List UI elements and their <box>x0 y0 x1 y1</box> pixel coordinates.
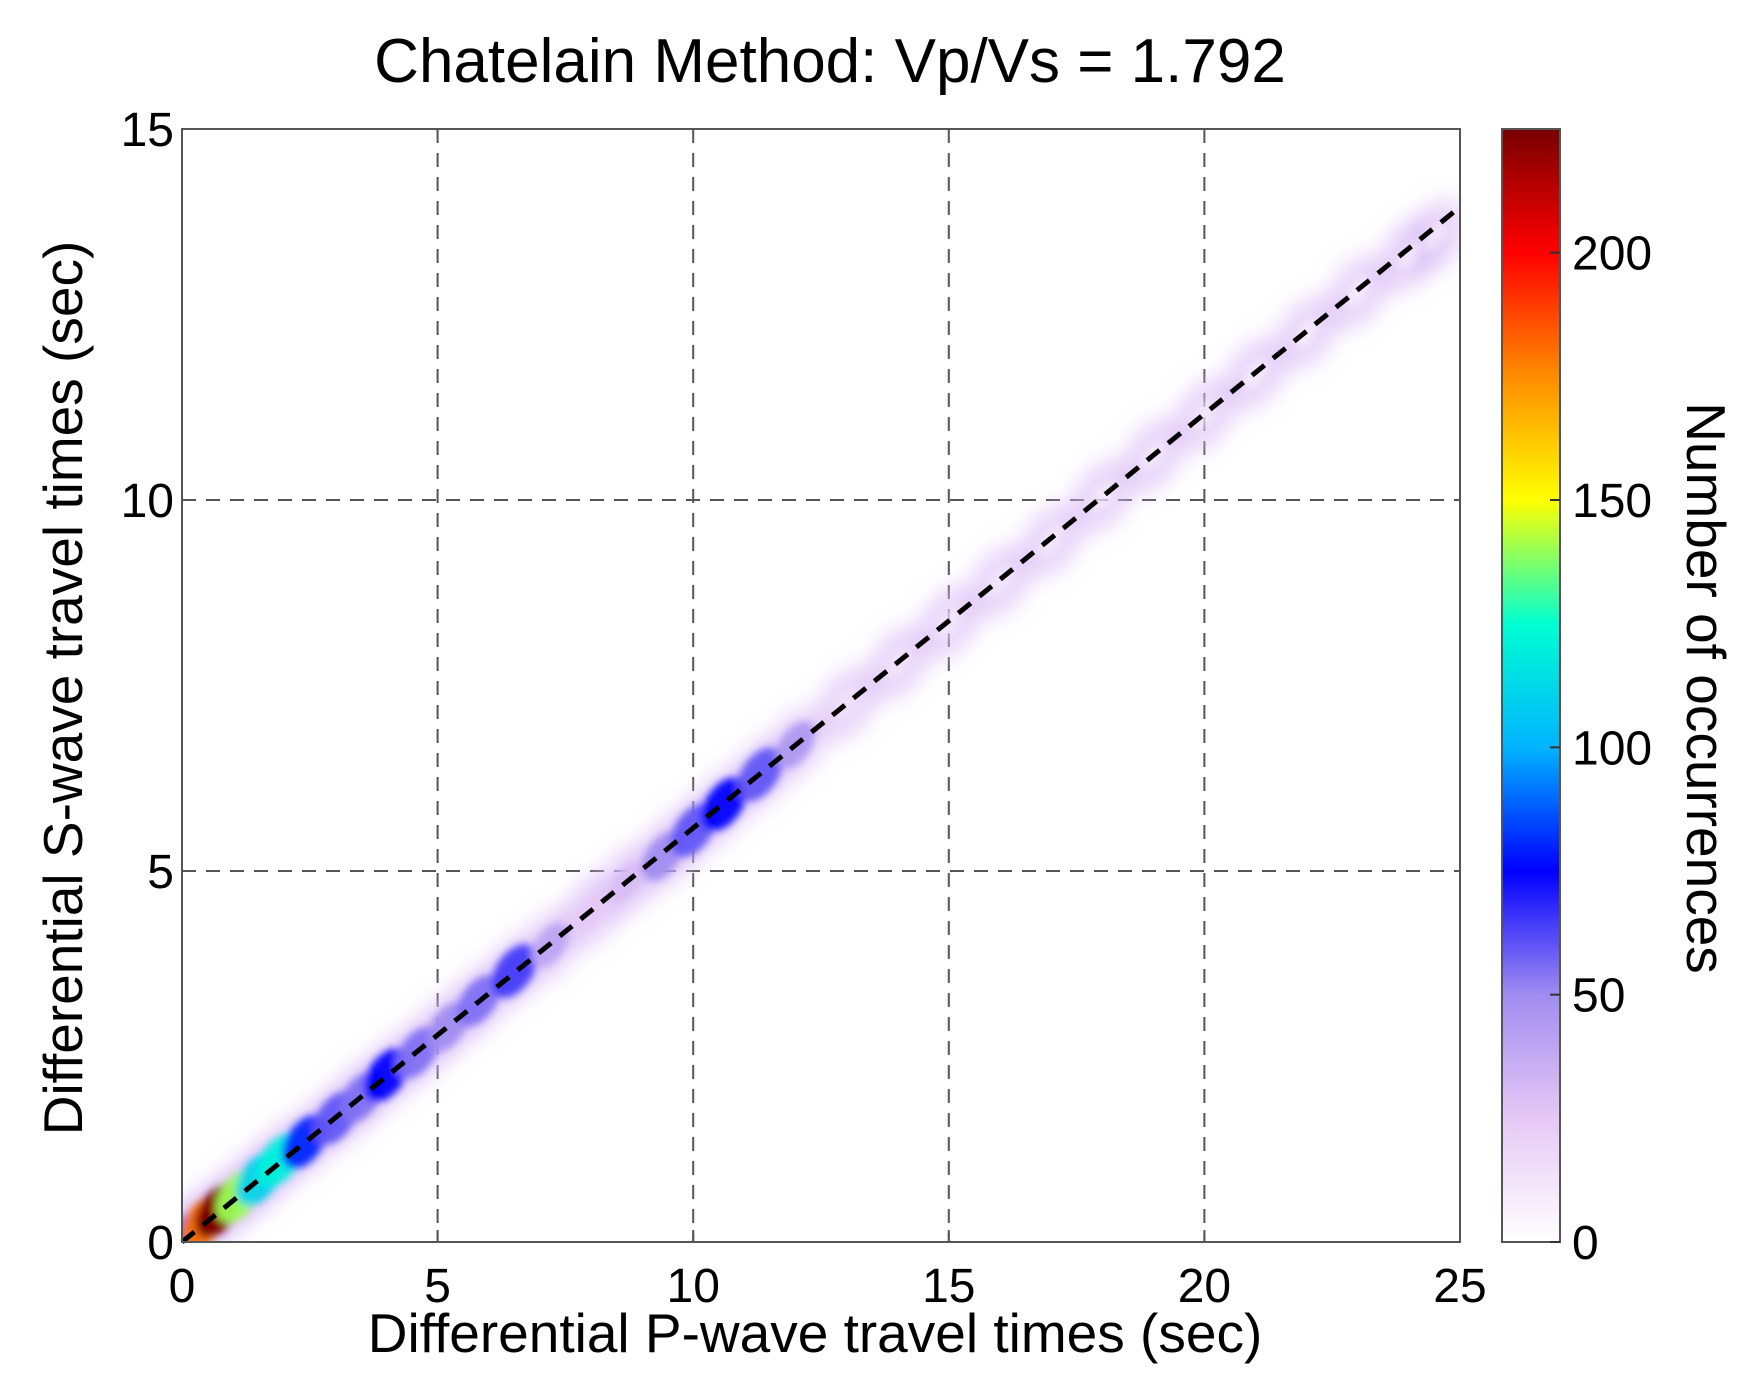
colorbar-tick-label: 100 <box>1572 722 1652 775</box>
x-axis-ticks: 0 5 10 15 20 25 <box>169 1230 1487 1313</box>
x-tick-label: 20 <box>1178 1260 1231 1313</box>
grid <box>182 129 1460 1242</box>
x-tick-label: 10 <box>667 1260 720 1313</box>
density-point <box>1397 240 1421 270</box>
x-tick-label: 0 <box>169 1260 196 1313</box>
colorbar-tick-label: 200 <box>1572 228 1652 281</box>
x-tick-label: 25 <box>1433 1260 1486 1313</box>
x-tick-label: 15 <box>922 1260 975 1313</box>
y-tick-label: 10 <box>121 475 174 528</box>
colorbar-ticks: 0 50 100 150 200 <box>1550 228 1652 1270</box>
y-tick-label: 15 <box>121 104 174 157</box>
y-tick-label: 5 <box>147 846 174 899</box>
y-tick-label: 0 <box>147 1217 174 1270</box>
plot-frame <box>181 128 1461 1243</box>
x-tick-label: 5 <box>424 1260 451 1313</box>
fit-line <box>180 204 1462 1244</box>
x-axis-label: Differential P-wave travel times (sec) <box>368 1302 1263 1364</box>
chart-title: Chatelain Method: Vp/Vs = 1.792 <box>374 27 1286 96</box>
y-axis-ticks: 0 5 10 15 <box>121 104 194 1270</box>
colorbar-tick-label: 150 <box>1572 475 1652 528</box>
colorbar-tick-label: 0 <box>1572 1217 1599 1270</box>
colorbar-label: Number of occurrences <box>1675 402 1737 974</box>
colorbar <box>1501 128 1561 1243</box>
colorbar-tick-label: 50 <box>1572 970 1625 1023</box>
y-axis-label: Differential S-wave travel times (sec) <box>32 241 94 1136</box>
density-point <box>1422 222 1447 251</box>
